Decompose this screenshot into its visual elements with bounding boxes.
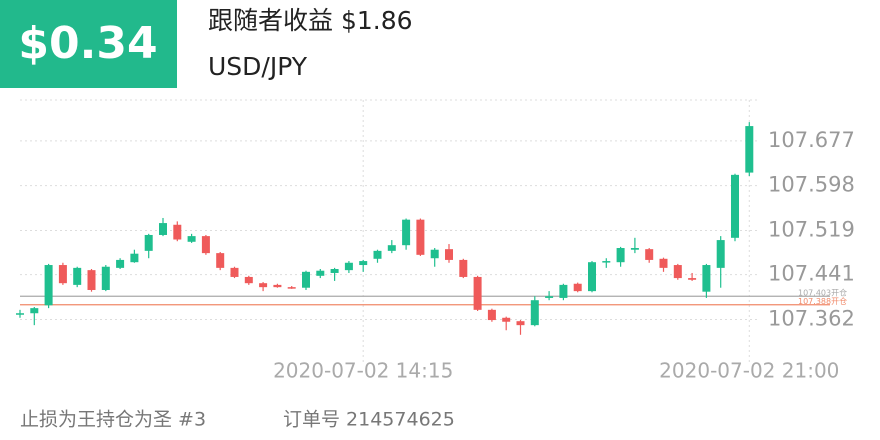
candle-body bbox=[745, 126, 754, 173]
candle-body bbox=[702, 265, 711, 292]
candle-body bbox=[58, 265, 67, 284]
candle-body bbox=[688, 278, 697, 280]
candle-body bbox=[630, 248, 639, 250]
y-tick-label: 107.519 bbox=[768, 217, 855, 241]
candle-body bbox=[445, 249, 453, 260]
candle-body bbox=[545, 296, 554, 298]
candle-body bbox=[159, 223, 167, 235]
candle-body bbox=[516, 321, 525, 326]
candle-body bbox=[588, 262, 596, 292]
y-tick-label: 107.677 bbox=[768, 128, 855, 152]
candle-body bbox=[716, 240, 725, 268]
candle-body bbox=[73, 267, 82, 285]
candle-body bbox=[287, 287, 296, 289]
profit-badge bbox=[0, 0, 177, 88]
y-tick-label: 107.598 bbox=[768, 173, 855, 197]
candle-body bbox=[359, 261, 368, 266]
candle-body bbox=[645, 249, 654, 260]
follower-profit: 跟随者收益 $1.86 bbox=[208, 6, 413, 35]
candlestick-chart: 107.677 107.598 107.519 107.441 107.362 2020-… bbox=[16, 100, 855, 383]
candle-body bbox=[273, 284, 282, 288]
candle-body bbox=[302, 271, 310, 288]
candle-body bbox=[144, 234, 153, 251]
candle-body bbox=[101, 266, 110, 290]
order-number: 订单号 214574625 bbox=[283, 409, 455, 431]
candle-body bbox=[373, 250, 382, 259]
candle-body bbox=[559, 284, 568, 298]
symbol: USD/JPY bbox=[208, 52, 308, 81]
candle-body bbox=[44, 265, 53, 306]
candle-body bbox=[259, 283, 268, 288]
candle-body bbox=[173, 224, 182, 240]
candle-body bbox=[330, 269, 339, 273]
candle-body bbox=[731, 174, 739, 238]
candle-body bbox=[402, 219, 411, 246]
candle-body bbox=[459, 259, 468, 277]
profit: $0.34 bbox=[18, 18, 157, 69]
candle-body bbox=[87, 270, 96, 290]
candle-body bbox=[430, 249, 439, 259]
strategy: 止损为王持仓为圣 #3 bbox=[20, 409, 206, 431]
candle-body bbox=[30, 308, 39, 314]
candle-body bbox=[116, 259, 125, 268]
candle-body bbox=[344, 262, 353, 271]
candle-body bbox=[673, 265, 682, 279]
price-line-label: 107.403开仓 bbox=[798, 288, 847, 298]
y-tick-label: 107.362 bbox=[768, 306, 855, 330]
y-tick-label: 107.441 bbox=[768, 262, 855, 286]
candle-body bbox=[16, 313, 24, 315]
candle-body bbox=[216, 253, 225, 268]
candle-body bbox=[187, 236, 196, 242]
candle-body bbox=[602, 261, 611, 263]
candle-body bbox=[416, 219, 425, 255]
candle-body bbox=[387, 245, 396, 251]
candle-body bbox=[487, 309, 496, 321]
x-tick-label: 2020-07-02 14:15 bbox=[273, 359, 453, 383]
candle-body bbox=[230, 267, 239, 277]
candle-body bbox=[201, 236, 210, 254]
price-line-label: 107.388开仓 bbox=[798, 296, 847, 306]
candle-body bbox=[659, 258, 668, 268]
candle-body bbox=[616, 248, 625, 263]
candle-body bbox=[473, 276, 482, 310]
candle-body bbox=[573, 283, 582, 292]
candle-body bbox=[316, 270, 325, 276]
candle-body bbox=[502, 317, 511, 322]
x-tick-label: 2020-07-02 21:00 bbox=[659, 359, 839, 383]
candle-body bbox=[530, 300, 539, 326]
candle-body bbox=[130, 253, 139, 263]
candle-body bbox=[244, 276, 253, 284]
